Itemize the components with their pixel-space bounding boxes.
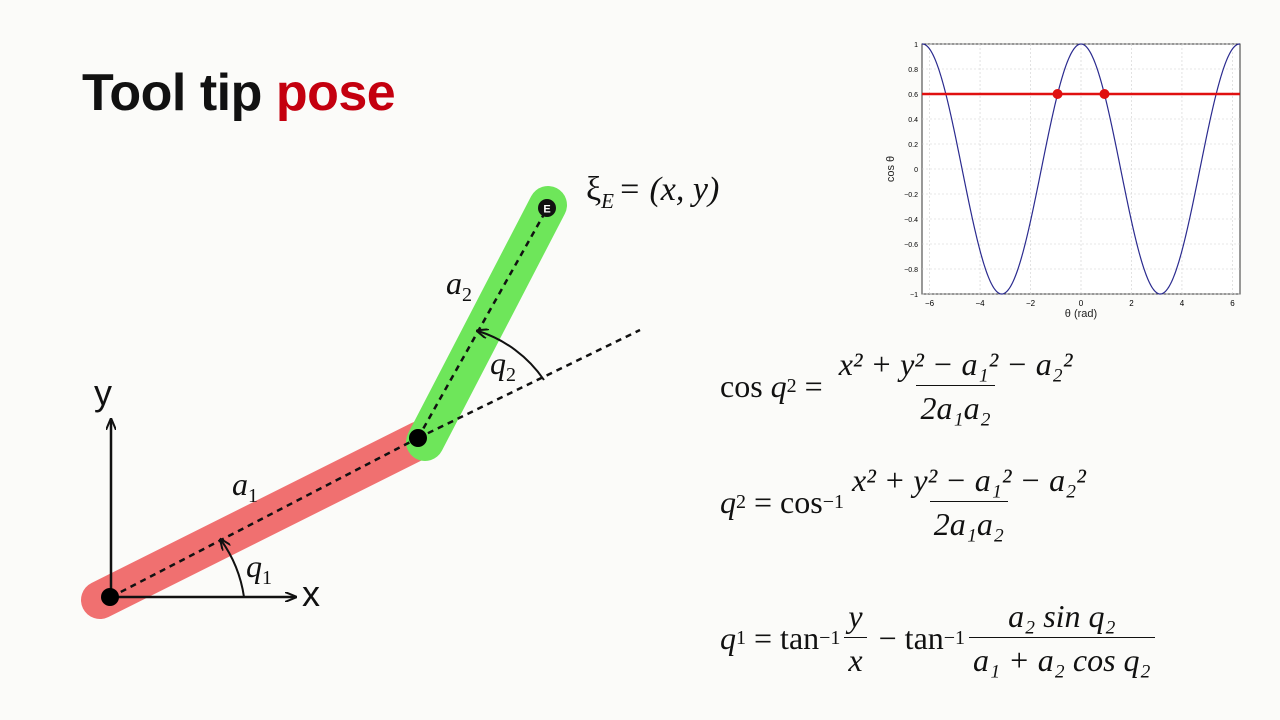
cos-curve <box>921 43 1241 295</box>
eq2-equals: = <box>754 484 773 520</box>
eq1-fraction: x² + y² − a₁² − a₂² 2a₁a₂ <box>835 346 1077 427</box>
cosine-plot: −6 −4 −2 0 2 4 6 1 0.8 0.6 0.4 0.2 0 −0.2 −0.4 −0.6 −0.8… <box>880 30 1250 325</box>
x-tick-label: 0 <box>1079 299 1084 308</box>
eq3-frac1-den: x <box>844 637 867 679</box>
end-effector-marker <box>538 199 556 217</box>
x-tick-label: 2 <box>1129 299 1134 308</box>
q2-angle-arc <box>478 331 545 381</box>
y-axis-label: y <box>94 372 112 413</box>
link2-label: a2 <box>446 265 472 306</box>
eq1-sub: 2 <box>786 375 797 397</box>
q1-label: q1 <box>246 548 272 589</box>
link1-label: a1 <box>232 466 258 507</box>
elbow-joint <box>409 429 427 447</box>
y-tick-label: −0.2 <box>904 192 918 199</box>
eq2-denominator: 2a₁a₂ <box>929 501 1009 543</box>
y-tick-label: 0 <box>914 167 918 174</box>
eq2-numerator: x² + y² − a₁² − a₂² <box>851 462 1086 498</box>
plot-grid <box>922 43 1240 295</box>
eq3-fraction2: a₂ sin q₂ a₁ + a₂ cos q₂ <box>969 598 1155 679</box>
eq3-fn1: tan <box>780 620 820 656</box>
eq1-equals: = <box>804 368 823 404</box>
x-tick-label: −4 <box>975 299 985 308</box>
q2-label: q2 <box>490 345 516 386</box>
title-accent: pose <box>275 64 396 122</box>
q1-angle-arc <box>221 540 245 598</box>
eq1-numerator: x² + y² − a₁² − a₂² <box>838 346 1073 382</box>
eq3-var: q <box>720 620 736 656</box>
eq3-frac1-num: y <box>848 598 863 634</box>
x-tick-label: −6 <box>925 299 935 308</box>
eq2-fraction: x² + y² − a₁² − a₂² 2a₁a₂ <box>848 462 1090 543</box>
eq1-denominator: 2a₁a₂ <box>916 385 995 427</box>
x-tick-label: 4 <box>1180 299 1185 308</box>
plot-xlabel: θ (rad) <box>1065 308 1097 320</box>
intersection-point <box>1099 89 1110 99</box>
eq3-frac2-num: a₂ sin q₂ <box>1008 598 1116 634</box>
x-axis-label: x <box>302 573 320 614</box>
eq3-fn1-sup: −1 <box>819 627 841 649</box>
eq2-fn-sup: −1 <box>822 491 844 513</box>
y-tick-label: 0.2 <box>908 142 918 149</box>
intersection-points <box>1052 89 1110 99</box>
base-joint <box>101 588 119 606</box>
x-tick-label: −2 <box>1026 299 1036 308</box>
plot-ticks: −6 −4 −2 0 2 4 6 1 0.8 0.6 0.4 0.2 0 −0.2 −0.4 −0.6 −0.8… <box>904 42 1235 308</box>
y-tick-label: 0.4 <box>908 117 918 124</box>
eq1-fn: cos <box>720 368 763 404</box>
eq3-sub: 1 <box>736 627 746 649</box>
y-tick-label: −0.6 <box>904 242 918 249</box>
eq3-fn2: tan <box>904 620 944 656</box>
y-tick-label: 1 <box>914 42 918 49</box>
intersection-point <box>1052 89 1063 99</box>
pose-label: ξE = (x, y) <box>586 171 719 213</box>
cosine-plot-svg: −6 −4 −2 0 2 4 6 1 0.8 0.6 0.4 0.2 0 −0.2 −0.4 −0.6 −0.8… <box>885 42 1241 320</box>
eq1-var: q <box>770 368 787 404</box>
y-tick-label: 0.6 <box>908 92 918 99</box>
eq3-equals: = <box>754 620 773 656</box>
plot-ylabel: cos θ <box>885 156 897 182</box>
eq3-frac2-den: a₁ + a₂ cos q₂ <box>969 637 1155 679</box>
eq3-fn2-sup: −1 <box>943 627 966 649</box>
title-plain: Tool tip <box>82 64 276 122</box>
eq2-var: q <box>720 484 736 520</box>
y-tick-label: 0.8 <box>908 67 918 74</box>
y-tick-label: −1 <box>910 292 918 299</box>
x-tick-label: 6 <box>1230 299 1235 308</box>
eq2-fn: cos <box>780 484 823 520</box>
link1-extension <box>417 328 641 440</box>
y-tick-label: −0.8 <box>904 267 918 274</box>
slide-title: Tool tip pose <box>82 62 396 124</box>
eq3-fraction1: y x <box>844 598 867 679</box>
y-tick-label: −0.4 <box>904 217 918 224</box>
eq3-minus: − <box>878 620 897 656</box>
link2-bar <box>406 186 567 461</box>
end-effector-label: E <box>543 204 550 216</box>
link1-centerline <box>110 436 419 599</box>
link2-centerline <box>416 206 550 439</box>
eq2-sub: 2 <box>736 491 746 513</box>
